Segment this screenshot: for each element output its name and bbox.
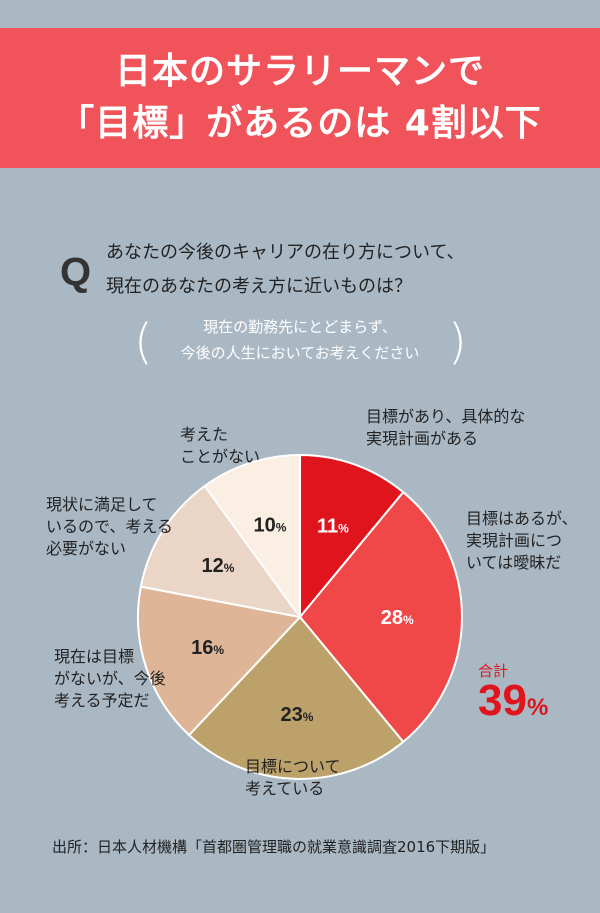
note-bracket-left: ( (134, 314, 153, 370)
title-line-1: 日本のサラリーマンで (114, 51, 485, 92)
value-never-thought: 10% (254, 515, 287, 537)
title-line-2: 「目標」があるのは 4割以下 (58, 103, 542, 144)
value-will-think-later: 16% (191, 637, 224, 659)
question-mark: Q (60, 250, 92, 294)
label-thinking-about-goal: 目標について 考えている (245, 757, 341, 798)
source-note: 出所：日本人材機構「首都圏管理職の就業意識調査2016下期版」 (52, 838, 496, 856)
label-has-concrete-plan: 目標があり、具体的な 実現計画がある (366, 407, 526, 448)
slice-satisfied-no-need (139, 484, 303, 619)
total-label: 合計 (478, 662, 509, 680)
value-has-concrete-plan: 11% (317, 516, 349, 538)
value-thinking-about-goal: 23% (280, 704, 313, 726)
title-banner: 日本のサラリーマンで 「目標」があるのは 4割以下 (0, 28, 600, 168)
note-bracket-right: ) (448, 314, 467, 370)
slice-never-thought (203, 453, 301, 621)
slice-has-concrete-plan (299, 453, 405, 620)
question-line-1: あなたの今後のキャリアの在り方について、 (106, 242, 465, 263)
question-line-2: 現在のあなたの考え方に近いものは？ (106, 276, 412, 297)
note-line-1: 現在の勤務先にとどまらず、 (203, 318, 397, 336)
slice-will-think-later (136, 585, 302, 737)
total-value: 39% (478, 676, 548, 726)
total-unit: % (526, 694, 549, 721)
slice-thinking-about-goal (187, 615, 405, 780)
value-plan-vague: 28% (381, 607, 414, 629)
label-plan-vague: 目標はあるが、 実現計画につ いては曖昧だ (466, 509, 578, 572)
value-satisfied-no-need: 12% (201, 555, 234, 577)
label-never-thought: 考えた ことがない (180, 425, 261, 466)
label-satisfied-no-need: 現状に満足して いるので、考える 必要がない (46, 495, 173, 558)
slice-plan-vague (298, 490, 463, 744)
note-line-2: 今後の人生においてお考えください (180, 344, 420, 362)
total-number: 39 (478, 676, 527, 725)
label-will-think-later: 現在は目標 がないが、今後 考える予定だ (54, 647, 166, 710)
